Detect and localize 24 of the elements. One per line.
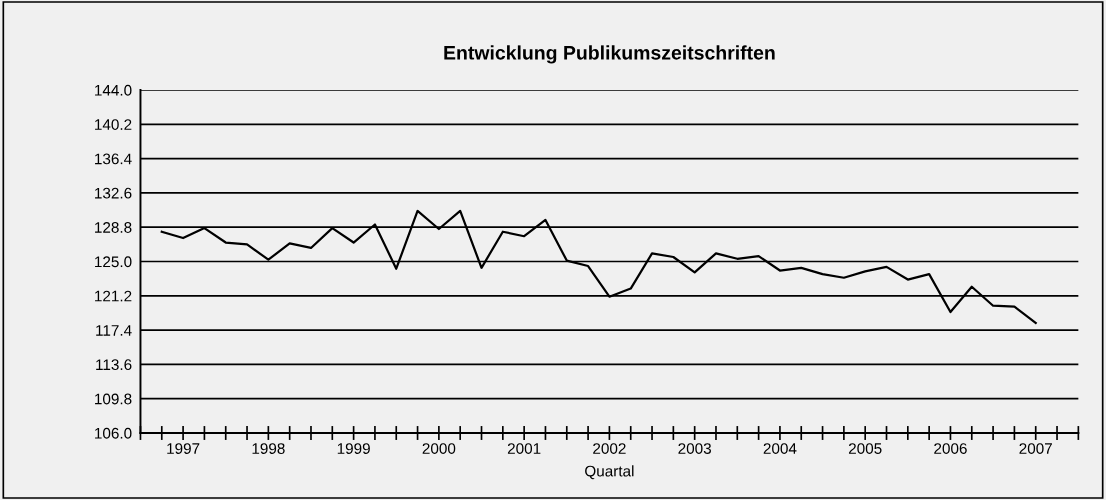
y-tick-label: 144.0	[95, 84, 132, 96]
x-tick-label: 2004	[763, 443, 797, 454]
y-tick-label: 117.4	[96, 325, 132, 336]
y-tick-label: 136.4	[95, 153, 132, 165]
x-tick-label: 2007	[1019, 443, 1052, 454]
x-tick-label: 1999	[337, 443, 370, 454]
y-tick-label: 128.8	[95, 222, 132, 233]
y-tick-label: 113.6	[96, 359, 132, 371]
y-tick-label: 132.6	[95, 187, 132, 199]
x-tick-label: 2003	[678, 443, 711, 454]
x-tick-label: 2005	[848, 443, 882, 454]
y-tick-label: 109.8	[95, 393, 132, 405]
x-tick-label: 2002	[593, 443, 626, 454]
chart-title: Entwicklung Publikumszeitschriften	[444, 45, 775, 64]
x-tick-label: 2001	[507, 443, 541, 454]
y-tick-label: 140.2	[95, 119, 132, 130]
y-tick-label: 106.0	[95, 427, 132, 439]
x-tick-label: 1997	[167, 443, 200, 454]
x-tick-label: 2000	[422, 443, 456, 454]
x-tick-label: 2006	[934, 443, 967, 454]
y-tick-label: 125.0	[95, 256, 132, 268]
x-axis-title: Quartal	[585, 465, 634, 480]
y-tick-label: 121.2	[95, 290, 132, 302]
x-tick-label: 1998	[252, 443, 285, 454]
